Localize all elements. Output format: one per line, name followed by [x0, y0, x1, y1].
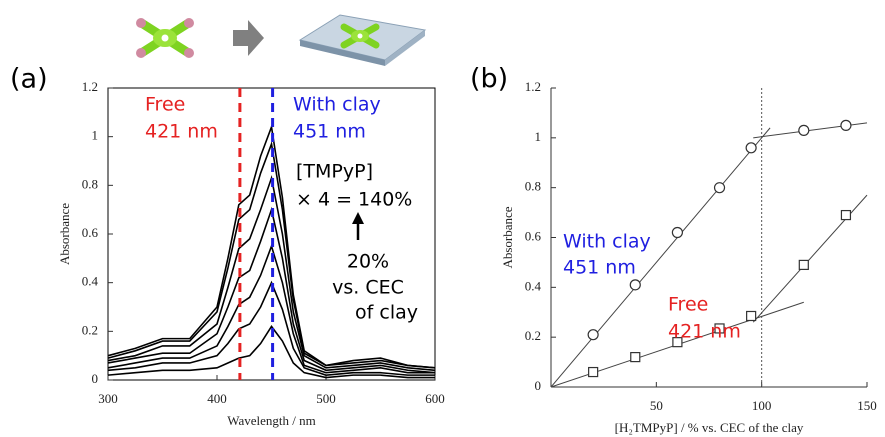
x-axis-label: Wavelength / nm [227, 413, 316, 428]
y-tick-label: 1 [92, 128, 99, 143]
x-tick-label: 600 [425, 391, 445, 406]
annotation: Free [145, 94, 185, 116]
data-point [840, 209, 852, 221]
annotation: 451 nm [293, 121, 366, 143]
x-tick-label: 150 [857, 398, 877, 413]
spectrum-line [107, 140, 436, 369]
annotation: × 4 = 140% [296, 189, 412, 211]
annotation: Free [668, 294, 708, 316]
annotation: [TMPyP] [296, 161, 373, 183]
y-tick-label: 0.4 [82, 274, 99, 289]
data-point [630, 352, 641, 363]
x-tick-label: 500 [316, 391, 336, 406]
data-point [713, 182, 726, 194]
y-tick-label: 0.6 [82, 225, 99, 240]
molecule-icon [136, 18, 194, 58]
y-tick-label: 0.2 [525, 328, 541, 343]
y-axis-label: Absorbance [500, 206, 515, 268]
data-point [588, 366, 599, 378]
annotation: vs. CEC [332, 277, 404, 299]
spectrum-line [107, 243, 435, 374]
spectrum-line [107, 123, 436, 369]
data-point [671, 226, 684, 239]
spectrum-line [107, 206, 436, 374]
x-tick-label: 400 [207, 391, 227, 406]
data-point [629, 279, 641, 291]
y-tick-label: 1.2 [525, 79, 541, 94]
annotation: 421 nm [668, 321, 741, 343]
annotation: 451 nm [563, 257, 636, 279]
data-point [672, 337, 683, 348]
y-tick-label: 0.4 [525, 278, 542, 293]
annotation: With clay [293, 94, 381, 116]
y-tick-label: 0.8 [82, 176, 98, 191]
x-tick-label: 100 [752, 398, 772, 413]
y-tick-label: 0.2 [82, 322, 98, 337]
annotation: 20% [347, 251, 389, 273]
x-tick-label: 50 [650, 398, 663, 413]
y-axis-label: Absorbance [57, 203, 72, 265]
x-tick-label: 300 [98, 391, 118, 406]
spectrum-line [107, 174, 436, 372]
y-tick-label: 0.6 [525, 228, 542, 243]
data-point [840, 119, 852, 131]
data-point [746, 310, 757, 322]
fit-line [550, 127, 771, 388]
data-point [798, 259, 809, 271]
spectrum-line [107, 280, 435, 376]
annotation: of clay [355, 302, 418, 324]
process-arrow [233, 20, 264, 56]
data-point [798, 124, 810, 136]
y-tick-label: 0 [535, 378, 542, 393]
y-tick-label: 1 [535, 129, 542, 144]
annotation: 421 nm [145, 121, 218, 143]
data-point [714, 323, 725, 334]
clay-icon [298, 14, 427, 66]
panel-label: (b) [470, 64, 508, 95]
y-tick-label: 0 [92, 371, 99, 386]
y-tick-label: 0.8 [525, 179, 541, 194]
spectrum-line [107, 325, 435, 379]
arrow-head [352, 212, 364, 224]
data-point [745, 142, 757, 154]
y-tick-label: 1.2 [82, 79, 98, 94]
panel-label: (a) [10, 64, 48, 95]
annotation: With clay [563, 231, 651, 253]
data-point [587, 329, 599, 341]
x-axis-label: [H₂TMPyP] / % vs. CEC of the clay [615, 420, 804, 435]
